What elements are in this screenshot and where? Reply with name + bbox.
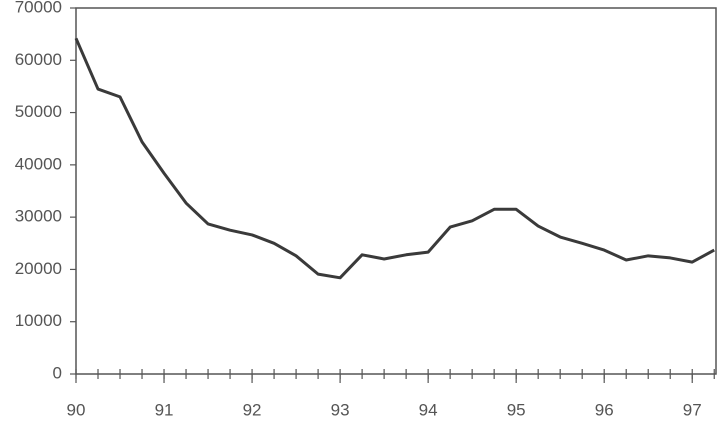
y-tick-label: 10000 xyxy=(15,311,62,330)
x-tick-label: 96 xyxy=(595,400,614,419)
plot-frame xyxy=(75,7,717,375)
y-tick-label: 20000 xyxy=(15,259,62,278)
x-tick-label: 94 xyxy=(419,400,438,419)
y-tick-label: 60000 xyxy=(15,50,62,69)
y-tick-label: 30000 xyxy=(15,207,62,226)
y-tick-label: 50000 xyxy=(15,102,62,121)
x-tick-label: 95 xyxy=(507,400,526,419)
x-tick-label: 90 xyxy=(67,400,86,419)
y-tick-label: 0 xyxy=(53,363,62,382)
x-tick-label: 91 xyxy=(155,400,174,419)
y-tick-label: 40000 xyxy=(15,154,62,173)
x-tick-label: 92 xyxy=(243,400,262,419)
series-line xyxy=(74,37,715,280)
x-tick-label: 93 xyxy=(331,400,350,419)
x-tick-label: 97 xyxy=(683,400,702,419)
y-tick-label: 70000 xyxy=(15,0,62,16)
